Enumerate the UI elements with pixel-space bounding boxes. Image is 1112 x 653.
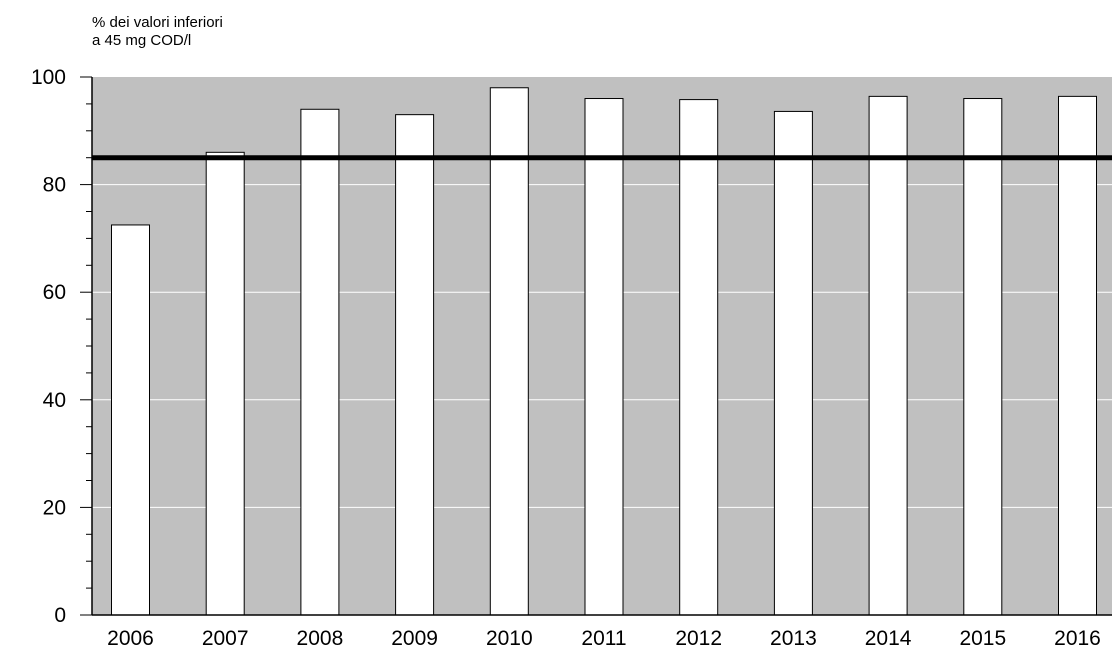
y-tick-label-80: 80: [43, 174, 66, 197]
x-tick-label-2011: 2011: [581, 627, 626, 650]
x-tick-label-2007: 2007: [202, 627, 249, 650]
bar-2014: [868, 95, 908, 616]
y-tick-label-60: 60: [43, 281, 66, 304]
x-tick-label-2013: 2013: [770, 627, 817, 650]
axes: [80, 76, 1112, 616]
x-tick-label-2006: 2006: [107, 627, 154, 650]
y-tick-label-100: 100: [31, 66, 66, 89]
bar-2007: [205, 151, 245, 616]
y-tick-label-20: 20: [43, 496, 66, 519]
x-tick-label-2009: 2009: [391, 627, 438, 650]
bar-2009: [395, 114, 435, 616]
x-tick-label-2014: 2014: [865, 627, 912, 650]
bar-2015: [963, 98, 1003, 616]
x-tick-label-2015: 2015: [959, 627, 1006, 650]
bar-2016: [1058, 95, 1097, 616]
y-tick-label-0: 0: [54, 604, 66, 627]
y-axis-label-line-1: % dei valori inferiori: [92, 14, 223, 31]
x-tick-label-2016: 2016: [1054, 627, 1101, 650]
bar-2011: [584, 98, 624, 616]
bar-2008: [300, 108, 340, 616]
x-tick-label-2012: 2012: [675, 627, 722, 650]
bar-2010: [489, 87, 529, 616]
bar-2013: [773, 110, 813, 616]
bar-2012: [679, 99, 719, 616]
y-axis-label-line-2: a 45 mg COD/l: [92, 32, 191, 49]
x-tick-labels: 2006 2007 2008 2009 2010 2011 2012 2013 2014 2015…: [107, 627, 1101, 650]
y-tick-label-40: 40: [43, 389, 66, 412]
bar-2006: [111, 224, 150, 616]
bars: [111, 87, 1097, 616]
x-tick-label-2008: 2008: [297, 627, 344, 650]
y-tick-labels: 0 20 40 60 80 100: [31, 66, 66, 627]
x-tick-label-2010: 2010: [486, 627, 533, 650]
